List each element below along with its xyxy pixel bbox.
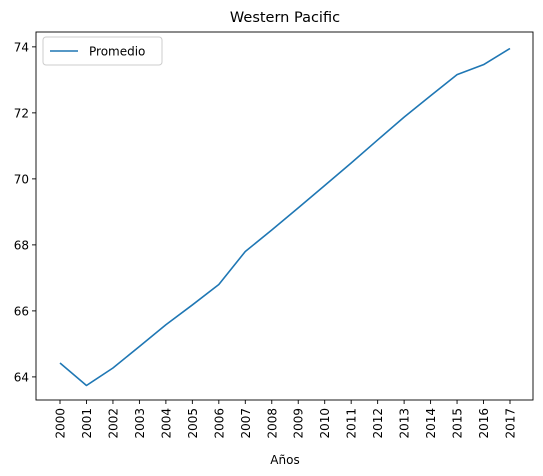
axes-frame	[35, 31, 534, 401]
series-line-promedio	[59, 47, 511, 387]
plot-area	[59, 47, 511, 387]
y-tick-label: 72	[14, 106, 29, 120]
x-tick-label: 2002	[106, 408, 120, 439]
y-tick-label: 74	[14, 40, 29, 54]
legend-box	[42, 36, 163, 66]
x-tick-label: 2010	[318, 408, 332, 439]
x-axis-label: Años	[270, 453, 299, 467]
chart-title: Western Pacific	[230, 10, 340, 26]
legend-label: Promedio	[89, 45, 145, 59]
y-tick-label: 66	[14, 304, 29, 318]
x-tick-label: 2004	[159, 408, 173, 439]
y-tick-label: 64	[14, 370, 29, 384]
y-tick-label: 68	[14, 238, 29, 252]
y-axis: 64 66 68 70 72 74	[14, 40, 36, 384]
x-tick-label: 2017	[504, 408, 518, 439]
x-tick-label: 2014	[424, 408, 438, 439]
x-tick-label: 2001	[80, 408, 94, 439]
x-tick-label: 2000	[54, 408, 68, 439]
x-tick-label: 2016	[477, 408, 491, 439]
x-tick-label: 2008	[265, 408, 279, 439]
x-tick-label: 2007	[239, 408, 253, 439]
x-tick-label: 2013	[398, 408, 412, 439]
legend: Promedio	[42, 36, 163, 66]
x-tick-label: 2005	[186, 408, 200, 439]
x-tick-label: 2006	[212, 408, 226, 439]
y-tick-label: 70	[14, 172, 29, 186]
x-tick-label: 2003	[133, 408, 147, 439]
x-axis: 2000 2001 2002 2003 2004 2005 2006 2007 2008 2009…	[54, 400, 518, 439]
x-tick-label: 2012	[371, 408, 385, 439]
x-tick-label: 2009	[292, 408, 306, 439]
x-tick-label: 2011	[345, 408, 359, 439]
x-tick-label: 2015	[451, 408, 465, 439]
